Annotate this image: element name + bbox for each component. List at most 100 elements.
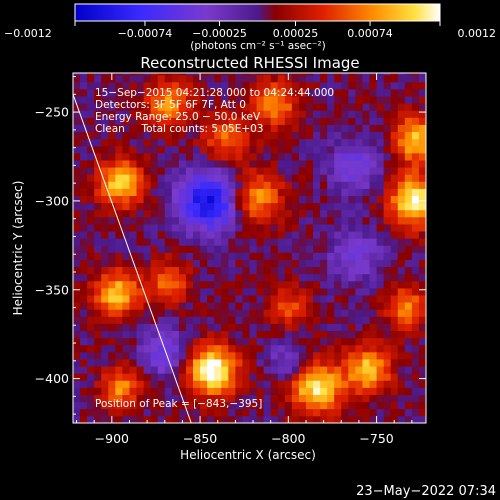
heatmap-cell [171,266,180,275]
heatmap-cell [418,387,426,395]
heatmap-cell [136,394,144,403]
heatmap-cell [249,124,257,133]
heatmap-cell [418,138,426,147]
heatmap-cell [143,74,152,83]
heatmap-cell [327,259,335,268]
heatmap-cell [115,124,123,133]
heatmap-cell [277,273,286,282]
heatmap-cell [348,302,356,310]
heatmap-cell [207,295,215,303]
heatmap-cell [178,96,187,104]
heatmap-cell [178,231,187,239]
heatmap-cell [390,344,399,353]
heatmap-cell [320,209,328,218]
heatmap-cell [334,73,342,76]
heatmap-cell [397,401,406,410]
heatmap-cell [263,366,272,374]
heatmap-cell [270,73,279,76]
heatmap-cell [383,366,392,374]
heatmap-cell [235,96,243,104]
heatmap-cell [143,408,152,417]
heatmap-cell [228,209,236,218]
heatmap-cell [157,167,166,175]
heatmap-cell [327,224,335,232]
heatmap-cell [249,117,257,125]
heatmap-cell [221,351,229,360]
heatmap-cell [164,366,173,374]
heatmap-cell [122,188,130,196]
heatmap-cell [334,287,342,296]
heatmap-cell [143,394,152,403]
heatmap-cell [397,74,406,83]
heatmap-cell [101,351,109,360]
heatmap-cell [108,330,116,339]
heatmap-cell [284,351,293,360]
heatmap-cell [362,110,370,118]
heatmap-cell [193,295,201,303]
heatmap-cell [355,359,363,367]
heatmap-cell [101,81,109,90]
heatmap-cell [164,401,173,410]
heatmap-cell [256,216,265,225]
heatmap-cell [305,366,314,374]
heatmap-cell [115,344,123,353]
heatmap-cell [249,330,257,339]
heatmap-cell [390,73,399,76]
heatmap-cell [376,209,385,218]
heatmap-cell [200,373,208,381]
heatmap-cell [348,209,356,218]
heatmap-cell [383,344,392,353]
heatmap-cell [249,351,257,360]
heatmap-cell [369,266,377,275]
heatmap-cell [122,295,130,303]
heatmap-cell [200,323,208,332]
heatmap-cell [291,295,300,303]
heatmap-cell [291,280,300,289]
heatmap-cell [404,152,413,161]
heatmap-cell [383,231,392,239]
heatmap-cell [108,309,116,317]
heatmap-cell [270,209,279,218]
heatmap-cell [376,117,385,125]
heatmap-cell [270,202,279,211]
heatmap-cell [73,373,81,381]
heatmap-cell [164,224,173,232]
heatmap-cell [242,167,250,175]
heatmap-cell [185,202,194,211]
heatmap-cell [298,359,307,367]
heatmap-cell [362,174,370,182]
heatmap-cell [164,103,173,111]
heatmap-cell [228,408,236,417]
heatmap-cell [207,188,215,196]
heatmap-cell [383,152,392,161]
heatmap-cell [115,309,123,317]
heatmap-cell [256,373,265,381]
heatmap-cell [327,73,335,76]
heatmap-cell [214,273,222,282]
heatmap-cell [320,373,328,381]
heatmap-cell [80,117,88,125]
heatmap-cell [235,302,243,310]
heatmap-cell [228,380,236,388]
heatmap-cell [249,373,257,381]
heatmap-cell [270,323,279,332]
heatmap-cell [404,373,413,381]
heatmap-cell [270,81,279,90]
heatmap-cell [369,131,377,140]
heatmap-cell [207,359,215,367]
heatmap-cell [200,287,208,296]
heatmap-cell [305,216,314,225]
heatmap-cell [327,252,335,260]
heatmap-cell [171,216,180,225]
heatmap-cell [418,351,426,360]
heatmap-cell [256,174,265,182]
heatmap-cell [305,245,314,253]
heatmap-cell [418,245,426,253]
heatmap-cell [150,415,159,423]
heatmap-cell [313,245,321,253]
heatmap-cell [397,295,406,303]
heatmap-cell [305,323,314,332]
heatmap-cell [355,280,363,289]
heatmap-cell [157,259,166,268]
heatmap-cell [214,259,222,268]
